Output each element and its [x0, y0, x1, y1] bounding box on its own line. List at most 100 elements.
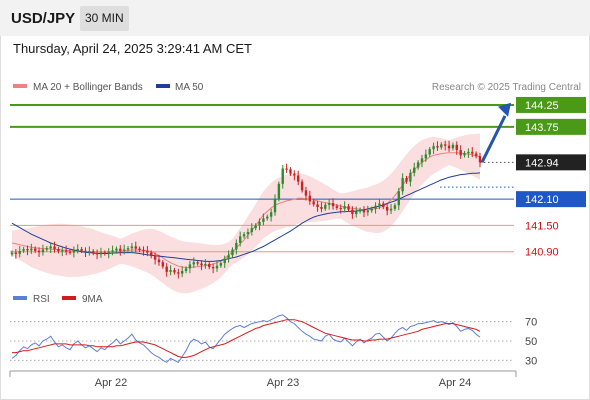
candle-body	[389, 208, 393, 211]
candle-body	[18, 250, 21, 254]
candle-body	[169, 270, 172, 272]
level-label-143.75: 143.75	[525, 122, 559, 134]
level-label-140.90: 140.90	[525, 247, 559, 259]
x-tick-label: Apr 22	[95, 377, 127, 389]
candle-body	[424, 154, 428, 159]
candle-body	[92, 251, 95, 254]
candle-body	[246, 232, 250, 235]
candle-body	[420, 158, 424, 163]
candle-body	[45, 248, 49, 250]
candle-body	[173, 270, 176, 273]
candle-body	[463, 153, 466, 156]
candle-body	[10, 252, 14, 255]
candle-body	[192, 262, 195, 265]
candle-body	[293, 173, 296, 176]
candle-body	[397, 191, 400, 206]
timeframe-badge[interactable]: 30 MIN	[80, 6, 129, 31]
candle-body	[215, 265, 219, 269]
header-bar: USD/JPY 30 MIN	[0, 0, 590, 36]
candle-body	[474, 153, 478, 157]
candle-body	[49, 246, 52, 249]
rsi-ma-line	[12, 319, 481, 358]
candle-body	[126, 248, 130, 250]
candle-body	[262, 218, 265, 222]
candle-body	[339, 207, 342, 210]
candle-body	[219, 263, 223, 266]
candle-body	[297, 175, 300, 182]
candle-body	[30, 248, 33, 251]
level-tag-142.10	[516, 191, 586, 208]
candle-body	[289, 169, 292, 174]
candle-body	[119, 248, 122, 251]
candle-body	[378, 203, 381, 206]
candle-body	[72, 249, 76, 253]
candle-body	[68, 251, 72, 253]
candle-body	[331, 203, 335, 207]
candle-body	[227, 255, 230, 260]
level-label-142.10: 142.10	[525, 194, 559, 206]
ma50-legend-swatch	[156, 84, 170, 88]
candle-body	[385, 207, 389, 211]
candle-body	[235, 242, 238, 250]
report-datetime: Thursday, April 24, 2025 3:29:41 AM CET	[13, 41, 252, 56]
candle-body	[316, 204, 319, 208]
candle-body	[184, 268, 188, 271]
candle-body	[250, 228, 254, 232]
candle-body	[88, 251, 91, 253]
candle-body	[157, 259, 161, 263]
candle-body	[459, 150, 462, 156]
level-tag-143.75	[516, 118, 586, 135]
candle-body	[14, 252, 18, 254]
candle-body	[80, 249, 83, 251]
candle-body	[478, 156, 482, 163]
ma50-line	[11, 172, 481, 262]
rsi-tick-50: 50	[525, 336, 537, 348]
candle-body	[471, 151, 474, 154]
candle-body	[22, 249, 25, 251]
candle-body	[443, 144, 447, 146]
candle-body	[150, 252, 153, 257]
candle-body	[211, 267, 215, 269]
candle-body	[134, 246, 137, 249]
candle-body	[401, 178, 404, 192]
level-tag-142.94	[516, 154, 586, 171]
candle-body	[451, 144, 455, 149]
candle-body	[413, 167, 416, 173]
candle-body	[358, 209, 362, 212]
rsi-tick-70: 70	[525, 317, 537, 329]
candle-body	[53, 246, 56, 250]
candle-body	[64, 250, 68, 252]
candle-body	[208, 263, 211, 268]
candle-body	[258, 221, 261, 226]
candle-body	[242, 234, 246, 237]
candle-body	[41, 249, 45, 253]
candle-body	[130, 246, 134, 249]
candle-body	[138, 248, 141, 250]
rsi-legend-label: RSI	[33, 294, 50, 305]
candle-body	[122, 249, 126, 251]
candle-body	[223, 259, 226, 264]
candle-body	[304, 190, 308, 196]
candle-body	[447, 145, 451, 149]
candle-body	[347, 206, 350, 210]
candle-body	[165, 266, 168, 272]
candle-body	[84, 250, 87, 253]
candle-body	[455, 144, 458, 151]
candle-body	[238, 236, 242, 243]
candle-body	[177, 272, 180, 274]
candle-body	[266, 216, 269, 219]
candle-body	[99, 252, 103, 255]
candle-body	[405, 178, 408, 182]
candle-body	[432, 146, 435, 150]
candle-body	[324, 204, 327, 209]
candle-body	[467, 151, 470, 154]
candle-body	[76, 249, 79, 251]
candle-body	[95, 253, 99, 255]
candle-body	[34, 248, 37, 251]
candle-body	[277, 183, 281, 200]
rsi-ma-legend-swatch	[62, 296, 76, 300]
candle-body	[416, 162, 420, 168]
rsi-tick-30: 30	[525, 355, 537, 367]
candle-body	[327, 203, 331, 205]
